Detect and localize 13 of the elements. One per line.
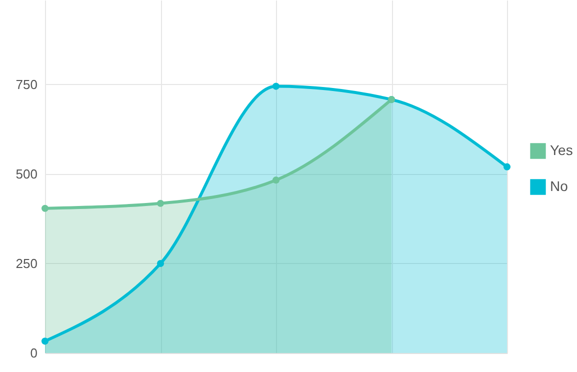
y-tick-label: 0: [30, 346, 38, 360]
point: [41, 204, 49, 212]
y-tick-label: 750: [16, 76, 38, 92]
point: [272, 176, 280, 184]
y-tick-label: 500: [16, 166, 38, 182]
y-tick-label: 250: [16, 256, 38, 271]
point: [41, 338, 49, 345]
point: [272, 82, 280, 90]
point: [156, 260, 164, 268]
legend-label: No: [550, 178, 568, 194]
point: [503, 163, 511, 170]
legend-label: Yes: [550, 142, 573, 158]
point: [156, 200, 164, 207]
